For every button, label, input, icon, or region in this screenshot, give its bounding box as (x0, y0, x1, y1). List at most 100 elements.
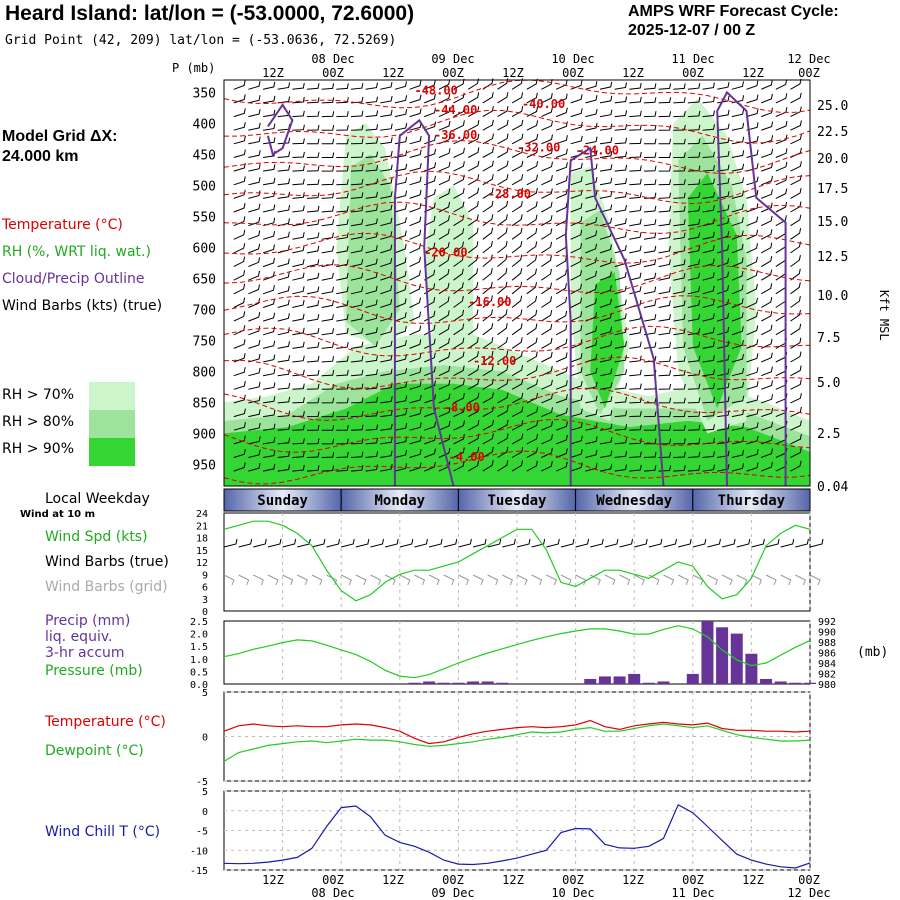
wind-barb (365, 165, 379, 172)
wind-barb (555, 148, 568, 158)
wind-barb (702, 137, 715, 145)
wind-barb (453, 268, 464, 281)
wind-barb (482, 337, 494, 349)
wind-barb (746, 283, 758, 295)
rh70-label: RH > 70% (2, 387, 75, 403)
wind-barb (453, 393, 465, 404)
wind-barb (687, 218, 701, 227)
wind-barb (453, 228, 465, 240)
wind-barb (702, 369, 715, 377)
wind-barb (511, 420, 524, 431)
wind-barb (380, 164, 393, 172)
wind-barb (233, 122, 246, 131)
surface-wind-barb-true (238, 538, 253, 548)
wind-barb (497, 160, 509, 172)
wind-barb (599, 354, 613, 363)
wind-barb (643, 111, 657, 118)
wind-barb (306, 179, 320, 186)
wind-barb (277, 451, 291, 458)
wind-barb (262, 244, 275, 254)
wind-barb (541, 175, 553, 186)
temperature-contour-9 (223, 356, 811, 389)
wind-barb (336, 328, 349, 336)
wind-barb (248, 203, 261, 213)
wind-barb (438, 393, 451, 404)
wind-barb (775, 79, 788, 90)
wind-barb (394, 243, 407, 254)
wind-barb (233, 135, 246, 145)
wind-barb (423, 229, 436, 240)
surface-wind-barb-grid (531, 574, 543, 586)
wind-barb (555, 380, 568, 390)
wind-barb (380, 191, 393, 199)
wind-barb (570, 94, 583, 104)
wind-barb (380, 123, 393, 131)
wind-barb (643, 192, 657, 199)
precip-label: Precip (mm) (45, 613, 131, 629)
wind-barb (292, 464, 305, 472)
surface-wind-barb-true (678, 538, 692, 548)
wind-barb (438, 407, 451, 418)
wind-barb (614, 299, 627, 308)
wind-barb (511, 147, 524, 158)
wind-barb (292, 272, 305, 281)
wind-barb (731, 243, 744, 254)
wind-barb (380, 437, 393, 445)
wind-barb (336, 369, 349, 377)
wind-barb (306, 111, 320, 118)
wind-barb (760, 324, 773, 336)
wind-barb (643, 451, 657, 458)
temp-dew-tick-label: 5 (202, 688, 208, 699)
wind-barb (526, 379, 539, 390)
time-tick-top: 12Z (502, 66, 524, 80)
wind-barb (702, 397, 715, 404)
wind-barb (350, 124, 364, 131)
wind-barb (409, 243, 421, 254)
wind-barb (746, 435, 759, 445)
precip-pressure-tick-label: 1.0 (190, 655, 208, 666)
wind-barb (673, 152, 686, 158)
wind-barb (424, 435, 437, 445)
wind-barb (746, 381, 759, 390)
wind-barb (761, 107, 773, 118)
time-tick-top: 12Z (382, 66, 404, 80)
wind-barb (380, 285, 393, 295)
wind-barb (292, 205, 305, 213)
wind-barb (702, 191, 715, 199)
wind-barb (643, 355, 657, 363)
wind-barb (775, 134, 788, 145)
wind-barb (438, 269, 450, 281)
wind-barb (497, 200, 509, 213)
wind-barb (761, 148, 774, 158)
wind-barb (350, 438, 364, 445)
surface-wind-barb-grid (340, 574, 352, 586)
wind-barb (336, 124, 349, 131)
wind-barb (541, 393, 553, 404)
precip-bar (481, 681, 494, 684)
precip-bar (467, 681, 480, 684)
wind-barb (629, 245, 642, 254)
wind-barb (658, 232, 671, 240)
wind-barb (658, 438, 672, 445)
wind-barb (453, 406, 465, 418)
wind-barb (438, 201, 451, 213)
wind-barb (629, 327, 642, 336)
wind-barb (380, 396, 393, 404)
wind-barb (306, 286, 320, 295)
wind-barb (775, 93, 788, 104)
wind-barb (643, 272, 657, 281)
wind-barb (614, 110, 628, 118)
wind-10m-label: Wind at 10 m (20, 509, 96, 520)
legend-rh: RH (%, WRT liq. wat.) (2, 244, 151, 260)
wind-barb (262, 204, 276, 213)
wind-barb (790, 214, 802, 227)
wind-barb (629, 464, 642, 472)
wind-barb (790, 161, 802, 172)
wind-barb (306, 397, 320, 404)
wind-barb (658, 425, 672, 431)
wind-barb (467, 133, 480, 145)
wind-barb (380, 109, 393, 118)
wind-barb (482, 241, 493, 254)
wind-barb (746, 216, 759, 227)
wind-barb (306, 328, 320, 336)
